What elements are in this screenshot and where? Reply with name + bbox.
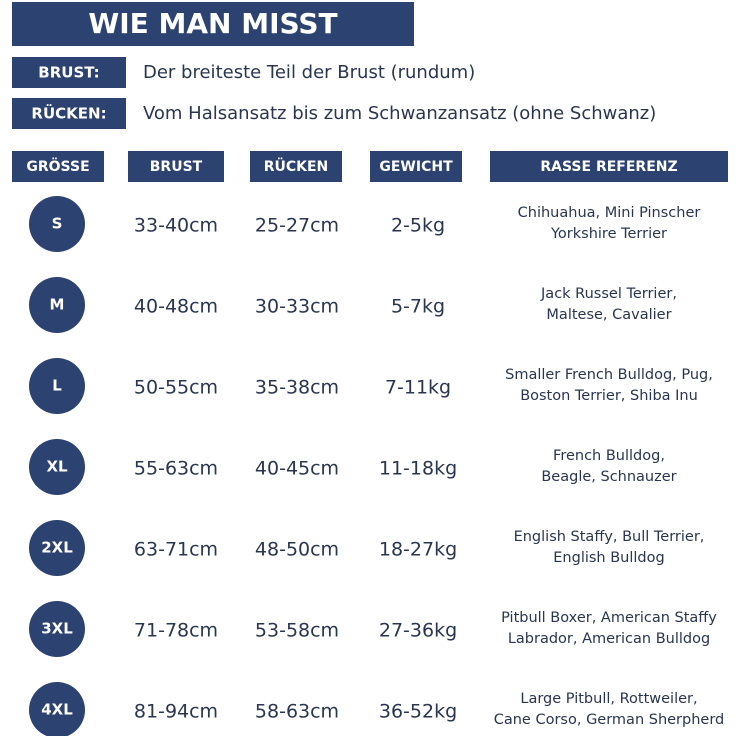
cell-value: 81-94cm: [134, 701, 218, 723]
header-box: [490, 151, 728, 182]
header-box: [128, 151, 224, 182]
header-label: RASSE REFERENZ: [540, 159, 677, 175]
size-badge: [29, 520, 85, 576]
breed-line: Labrador, American Bulldog: [508, 631, 710, 647]
breed-line: Maltese, Cavalier: [546, 307, 671, 323]
size-badge: [29, 439, 85, 495]
size-badge: [29, 358, 85, 414]
cell-value: 58-63cm: [255, 701, 339, 723]
title: WIE MAN MISST: [88, 7, 337, 40]
measure-label: BRUST:: [38, 64, 99, 82]
label-box: [12, 98, 126, 129]
cell-value: 35-38cm: [255, 377, 339, 399]
cell-value: 18-27kg: [379, 539, 457, 561]
breed-line: Yorkshire Terrier: [550, 226, 667, 242]
cell-value: 40-45cm: [255, 458, 339, 480]
size-label: XL: [46, 458, 68, 476]
size-label: S: [52, 215, 63, 233]
breed-line: French Bulldog,: [553, 448, 665, 464]
breed-line: Boston Terrier, Shiba Inu: [520, 388, 698, 404]
breed-line: Cane Corso, German Sherpherd: [494, 712, 725, 728]
breed-line: Pitbull Boxer, American Staffy: [501, 610, 717, 626]
cell-value: 36-52kg: [379, 701, 457, 723]
breed-line: English Bulldog: [553, 550, 664, 566]
size-label: L: [52, 377, 62, 395]
cell-value: 40-48cm: [134, 296, 218, 318]
size-badge: [29, 682, 85, 736]
size-badge: [29, 196, 85, 252]
breed-line: English Staffy, Bull Terrier,: [514, 529, 705, 545]
cell-value: 33-40cm: [134, 215, 218, 237]
title-box: [12, 2, 414, 46]
header-box: [370, 151, 462, 182]
breed-line: Large Pitbull, Rottweiler,: [520, 691, 697, 707]
cell-value: 63-71cm: [134, 539, 218, 561]
header-label: GRÖSSE: [26, 157, 89, 175]
breed-line: Smaller French Bulldog, Pug,: [505, 367, 713, 383]
header-label: GEWICHT: [379, 159, 453, 175]
label-box: [12, 57, 126, 88]
size-badge: [29, 601, 85, 657]
header-label: BRUST: [150, 159, 203, 175]
cell-value: 71-78cm: [134, 620, 218, 642]
header-box: [12, 151, 104, 182]
header-box: [250, 151, 342, 182]
size-badge: [29, 277, 85, 333]
cell-value: 7-11kg: [385, 377, 451, 399]
header-label: RÜCKEN: [264, 157, 329, 175]
size-label: 4XL: [41, 701, 73, 719]
size-label: M: [50, 296, 65, 314]
cell-value: 27-36kg: [379, 620, 457, 642]
cell-value: 2-5kg: [391, 215, 445, 237]
size-label: 3XL: [41, 620, 73, 638]
cell-value: 30-33cm: [255, 296, 339, 318]
breed-line: Jack Russel Terrier,: [540, 286, 677, 302]
breed-line: Beagle, Schnauzer: [541, 469, 676, 485]
breed-line: Chihuahua, Mini Pinscher: [518, 205, 701, 221]
measure-label: RÜCKEN:: [31, 104, 106, 123]
cell-value: 48-50cm: [255, 539, 339, 561]
cell-value: 5-7kg: [391, 296, 445, 318]
measure-text: Vom Halsansatz bis zum Schwanzansatz (oh…: [143, 103, 656, 124]
measure-text: Der breiteste Teil der Brust (rundum): [143, 62, 475, 83]
cell-value: 55-63cm: [134, 458, 218, 480]
cell-value: 53-58cm: [255, 620, 339, 642]
cell-value: 50-55cm: [134, 377, 218, 399]
cell-value: 11-18kg: [379, 458, 457, 480]
size-label: 2XL: [41, 539, 73, 557]
cell-value: 25-27cm: [255, 215, 339, 237]
